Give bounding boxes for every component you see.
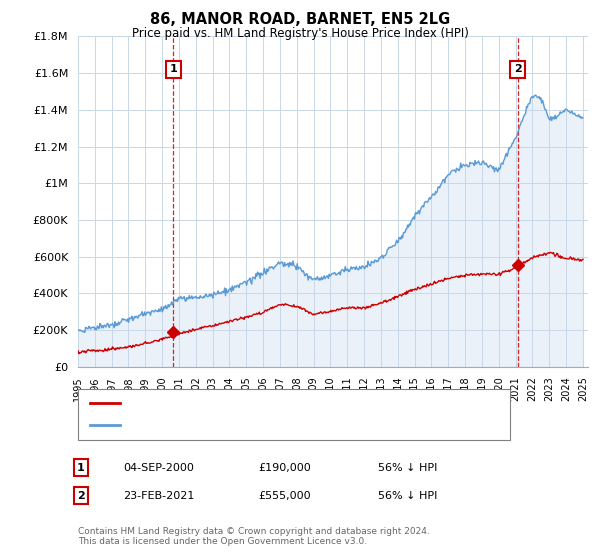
Text: 56% ↓ HPI: 56% ↓ HPI <box>378 463 437 473</box>
Text: 1: 1 <box>77 463 85 473</box>
Text: 86, MANOR ROAD, BARNET, EN5 2LG: 86, MANOR ROAD, BARNET, EN5 2LG <box>150 12 450 27</box>
Text: £190,000: £190,000 <box>258 463 311 473</box>
Text: Contains HM Land Registry data © Crown copyright and database right 2024.
This d: Contains HM Land Registry data © Crown c… <box>78 526 430 546</box>
Text: 23-FEB-2021: 23-FEB-2021 <box>123 491 194 501</box>
Text: 04-SEP-2000: 04-SEP-2000 <box>123 463 194 473</box>
Text: 86, MANOR ROAD, BARNET, EN5 2LG (detached house): 86, MANOR ROAD, BARNET, EN5 2LG (detache… <box>126 398 413 408</box>
Text: 2: 2 <box>514 64 521 74</box>
Text: 56% ↓ HPI: 56% ↓ HPI <box>378 491 437 501</box>
Text: £555,000: £555,000 <box>258 491 311 501</box>
Text: HPI: Average price, detached house, Barnet: HPI: Average price, detached house, Barn… <box>126 421 354 431</box>
Text: 2: 2 <box>77 491 85 501</box>
Text: 1: 1 <box>170 64 178 74</box>
Text: Price paid vs. HM Land Registry's House Price Index (HPI): Price paid vs. HM Land Registry's House … <box>131 27 469 40</box>
